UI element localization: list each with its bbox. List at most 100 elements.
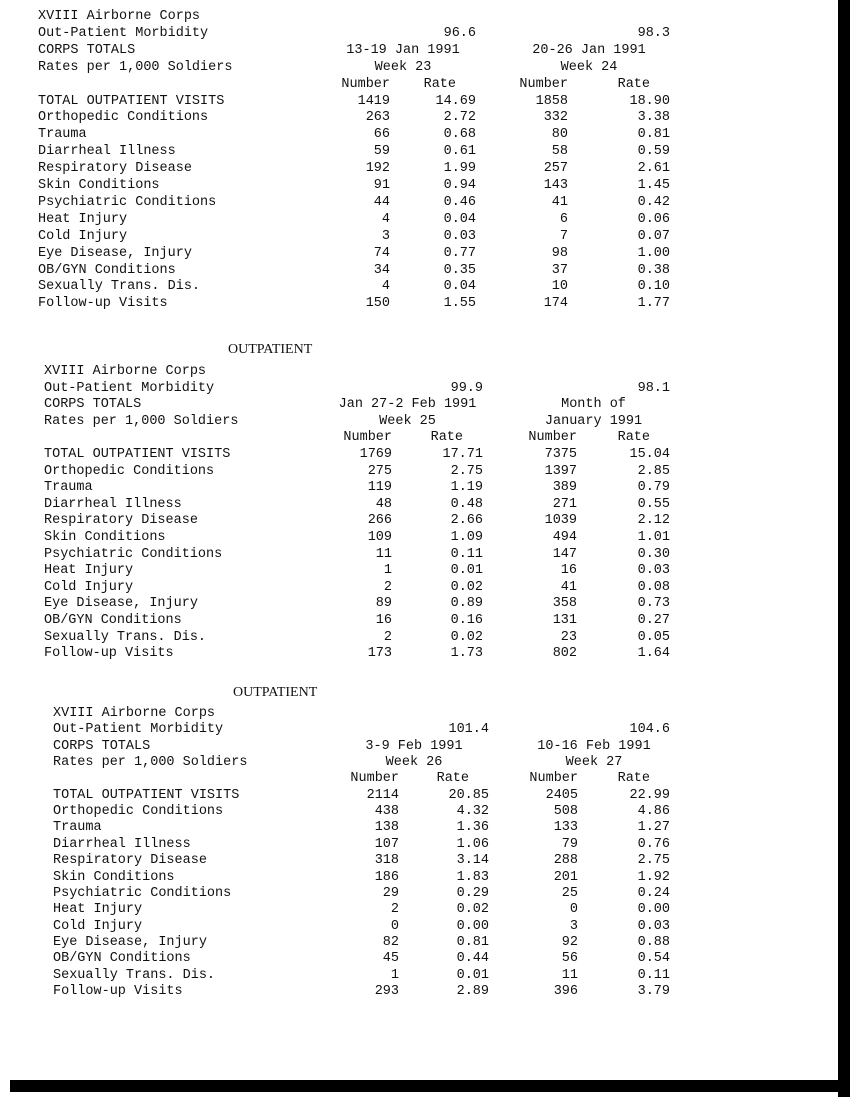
rate-cell: 0.02 <box>450 629 483 645</box>
number-cell: 133 <box>553 820 578 836</box>
period-week: Week 23 <box>374 59 432 75</box>
rate-cell: 20.85 <box>448 787 489 803</box>
number-cell: 358 <box>552 596 577 612</box>
row-label: Eye Disease, Injury <box>53 934 207 950</box>
table-row: Diarrheal Illness 59 0.61 58 0.59 <box>0 144 838 161</box>
number-cell: 80 <box>551 127 568 143</box>
period-dates: 3-9 Feb 1991 <box>365 738 463 754</box>
number-cell: 266 <box>367 513 392 529</box>
scan-edge-bottom <box>10 1080 850 1092</box>
number-cell: 293 <box>374 983 399 999</box>
number-cell: 107 <box>374 836 399 852</box>
number-cell: 0 <box>569 902 578 918</box>
rate-cell: 0.59 <box>637 144 670 160</box>
rate-cell: 2.72 <box>443 110 476 126</box>
row-label: Skin Conditions <box>44 530 166 545</box>
table-row: Orthopedic Conditions 263 2.72 332 3.38 <box>0 110 838 127</box>
strength-value: 98.3 <box>637 25 670 41</box>
rate-cell: 0.73 <box>637 596 670 612</box>
rate-cell: 1.55 <box>443 296 476 312</box>
table-line: Number Rate Number Rate <box>0 771 838 788</box>
table-row: Orthopedic Conditions 438 4.32 508 4.86 <box>0 804 838 821</box>
table-row: OB/GYN Conditions 45 0.44 56 0.54 <box>0 951 838 968</box>
row-label: OB/GYN Conditions <box>53 951 191 967</box>
row-label: Heat Injury <box>38 211 128 227</box>
rate-cell: 0.11 <box>450 546 483 562</box>
row-label: TOTAL OUTPATIENT VISITS <box>44 447 231 462</box>
table-row: Heat Injury 2 0.02 0 0.00 <box>0 902 838 919</box>
rate-cell: 0.01 <box>456 967 489 983</box>
number-cell: 2 <box>390 902 399 918</box>
table-row: Psychiatric Conditions 11 0.11 147 0.30 <box>0 547 838 564</box>
table-row: Skin Conditions 186 1.83 201 1.92 <box>0 870 838 887</box>
number-cell: 2405 <box>545 787 578 803</box>
rate-cell: 0.48 <box>450 496 483 512</box>
rate-cell: 1.19 <box>450 480 483 496</box>
rate-cell: 0.76 <box>637 836 670 852</box>
row-label: Sexually Trans. Dis. <box>53 967 216 983</box>
section-title: OUTPATIENT <box>233 684 318 700</box>
number-cell: 1039 <box>544 513 577 529</box>
row-label: Follow-up Visits <box>53 983 183 999</box>
period-week: Week 26 <box>385 755 443 771</box>
number-cell: 332 <box>543 110 568 126</box>
table-line: XVIII Airborne Corps <box>0 9 838 26</box>
number-cell: 150 <box>365 296 390 312</box>
number-cell: 802 <box>552 646 577 662</box>
column-header: Rate <box>430 430 463 446</box>
number-cell: 4 <box>381 211 390 227</box>
number-cell: 98 <box>551 245 568 261</box>
row-label: OB/GYN Conditions <box>44 613 182 628</box>
rate-cell: 1.00 <box>637 245 670 261</box>
number-cell: 25 <box>561 885 578 901</box>
table-row: Psychiatric Conditions 29 0.29 25 0.24 <box>0 886 838 903</box>
number-cell: 41 <box>560 579 577 595</box>
rate-cell: 0.08 <box>637 579 670 595</box>
rate-cell: 3.79 <box>637 983 670 999</box>
row-label: Follow-up Visits <box>44 646 174 662</box>
number-cell: 92 <box>561 934 578 950</box>
number-cell: 438 <box>374 804 399 820</box>
rate-cell: 2.89 <box>456 983 489 999</box>
number-cell: 48 <box>375 496 392 512</box>
number-cell: 2 <box>383 579 392 595</box>
table-line: Number Rate Number Rate <box>0 77 838 94</box>
number-cell: 0 <box>390 918 399 934</box>
table-line: CORPS TOTALS Jan 27-2 Feb 1991 Month of <box>0 397 838 414</box>
row-label: Sexually Trans. Dis. <box>44 629 207 645</box>
report-title: Out-Patient Morbidity <box>38 25 209 41</box>
rate-cell: 1.83 <box>456 869 489 885</box>
rate-cell: 0.44 <box>456 951 489 967</box>
row-label: Heat Injury <box>53 902 143 918</box>
table-row: TOTAL OUTPATIENT VISITS 1419 14.69 1858 18.9… <box>0 94 838 111</box>
number-cell: 34 <box>373 262 390 278</box>
strength-value: 98.1 <box>637 380 670 396</box>
rate-cell: 0.24 <box>637 885 670 901</box>
number-cell: 7 <box>559 228 568 244</box>
number-cell: 138 <box>374 820 399 836</box>
rate-cell: 0.68 <box>443 127 476 143</box>
table-row: Heat Injury 4 0.04 6 0.06 <box>0 212 838 229</box>
rate-cell: 0.94 <box>443 178 476 193</box>
row-label: Psychiatric Conditions <box>53 885 232 901</box>
table-line: CORPS TOTALS 13-19 Jan 1991 20-26 Jan 1991 <box>0 43 838 60</box>
number-cell: 41 <box>551 194 568 210</box>
period-week: January 1991 <box>544 413 643 429</box>
table-row: OB/GYN Conditions 16 0.16 131 0.27 <box>0 613 838 630</box>
rate-cell: 0.46 <box>443 194 476 210</box>
row-label: Cold Injury <box>38 228 128 244</box>
row-label: Skin Conditions <box>38 178 160 193</box>
table-row: TOTAL OUTPATIENT VISITS 1769 17.71 7375 15.0… <box>0 447 838 464</box>
rate-cell: 1.06 <box>456 836 489 852</box>
rate-cell: 0.38 <box>637 262 670 278</box>
rate-cell: 2.12 <box>637 513 670 529</box>
row-label: Heat Injury <box>44 563 134 579</box>
row-label: Cold Injury <box>44 579 134 595</box>
table-row: Diarrheal Illness 48 0.48 271 0.55 <box>0 497 838 514</box>
rate-cell: 0.30 <box>637 546 670 562</box>
table-row: Diarrheal Illness 107 1.06 79 0.76 <box>0 837 838 854</box>
table-row: Sexually Trans. Dis. 1 0.01 11 0.11 <box>0 968 838 985</box>
rate-cell: 0.04 <box>443 279 476 295</box>
column-header: Rate <box>436 771 469 787</box>
number-cell: 58 <box>551 144 568 160</box>
